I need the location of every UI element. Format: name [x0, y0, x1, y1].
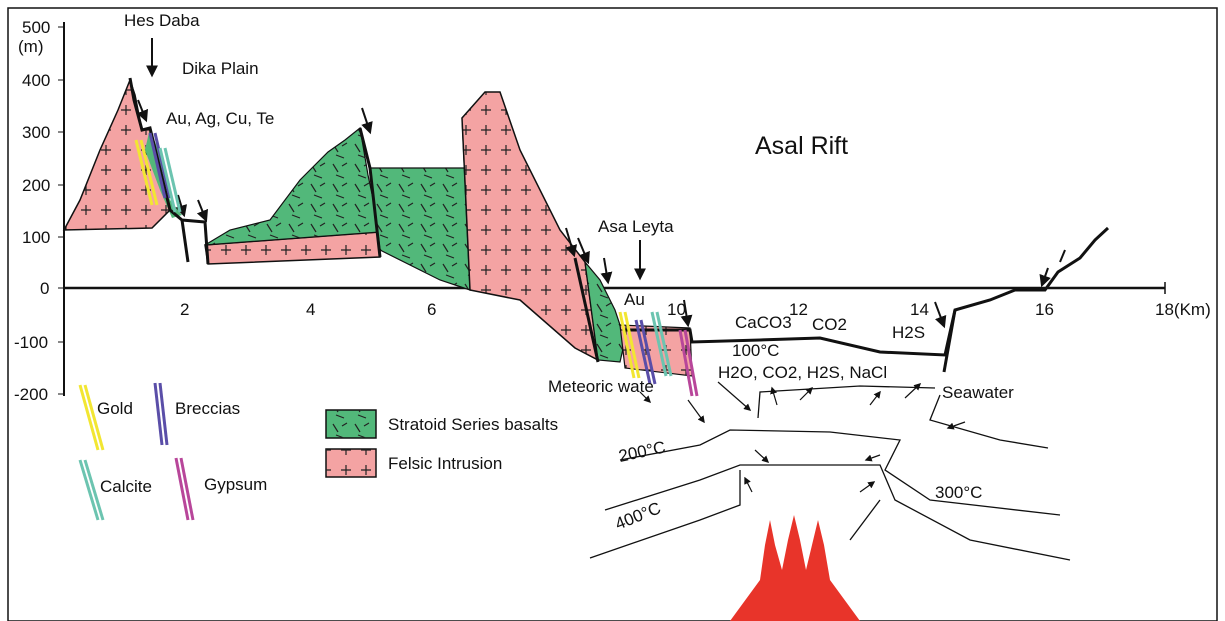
legend-felsic: Felsic Intrusion [388, 454, 502, 473]
legend-gold: Gold [97, 399, 133, 418]
fault-arrows [136, 99, 1066, 329]
legend: Gold Breccias Calcite Gypsum Stratoid Se… [78, 382, 558, 521]
y-axis-unit: (m) [18, 37, 43, 56]
x-tick-10: 10 [667, 300, 686, 319]
fault-line-2 [573, 257, 600, 363]
y-tick-500: 500 [22, 18, 50, 37]
label-dika-plain: Dika Plain [182, 59, 259, 78]
legend-basalts: Stratoid Series basalts [388, 415, 558, 434]
label-metals: Au, Ag, Cu, Te [166, 109, 274, 128]
y-tick-100: 100 [22, 228, 50, 247]
label-hes-daba: Hes Daba [124, 11, 200, 30]
label-fluids: H2O, CO2, H2S, NaCl [718, 363, 887, 382]
legend-breccias: Breccias [175, 399, 240, 418]
fault-line-1 [358, 127, 382, 258]
label-caco3: CaCO3 [735, 313, 792, 332]
label-seawater: Seawater [942, 383, 1014, 402]
label-co2: CO2 [812, 315, 847, 334]
x-tick-6: 6 [427, 300, 436, 319]
y-tick-300: 300 [22, 123, 50, 142]
label-temp-100: 100°C [732, 341, 779, 360]
x-axis-end-label: 18(Km) [1155, 300, 1211, 319]
x-tick-14: 14 [910, 300, 929, 319]
figure-frame [7, 7, 1218, 621]
label-temp-200: 200°C [617, 437, 667, 465]
y-axis-ticks [58, 26, 64, 395]
x-tick-2: 2 [180, 300, 189, 319]
flow-arrows [639, 381, 966, 493]
label-temp-400: 400°C [612, 498, 663, 533]
topo-profile-right [625, 226, 1110, 357]
legend-calcite: Calcite [100, 477, 152, 496]
y-tick-minus100: -100 [14, 333, 48, 352]
y-tick-400: 400 [22, 71, 50, 90]
label-asa-leyta: Asa Leyta [598, 217, 674, 236]
x-tick-4: 4 [306, 300, 315, 319]
y-tick-200: 200 [22, 176, 50, 195]
label-asal-rift: Asal Rift [755, 132, 848, 160]
veins-right [618, 311, 699, 397]
magma-body [730, 515, 860, 621]
label-h2s: H2S [892, 323, 925, 342]
label-meteoric: Meteoric wate [548, 377, 654, 396]
label-temp-300: 300°C [935, 483, 982, 502]
y-tick-minus200: -200 [14, 385, 48, 404]
isotherm-lines [589, 385, 1071, 561]
y-tick-0: 0 [40, 279, 49, 298]
legend-gypsum: Gypsum [204, 475, 267, 494]
x-tick-12: 12 [789, 300, 808, 319]
x-tick-16: 16 [1035, 300, 1054, 319]
label-au: Au [624, 290, 645, 309]
veins-left [134, 132, 182, 213]
